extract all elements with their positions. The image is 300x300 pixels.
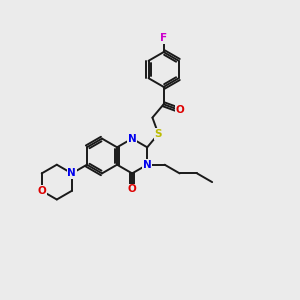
Text: O: O — [128, 184, 136, 194]
Text: N: N — [143, 160, 152, 170]
Text: N: N — [128, 134, 136, 144]
Text: O: O — [37, 186, 46, 196]
Text: S: S — [154, 129, 162, 139]
Text: F: F — [160, 33, 167, 43]
Text: N: N — [68, 168, 76, 178]
Text: O: O — [176, 105, 184, 115]
